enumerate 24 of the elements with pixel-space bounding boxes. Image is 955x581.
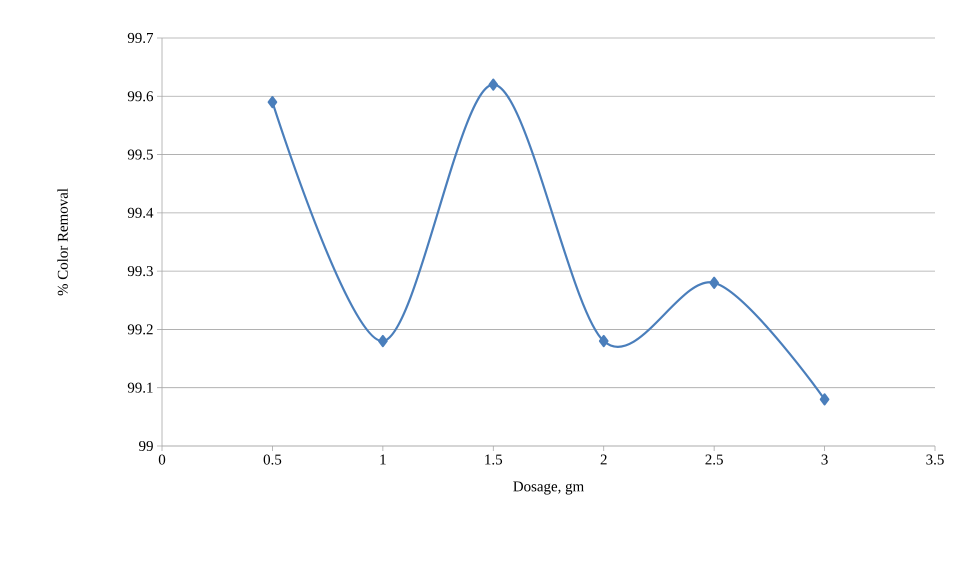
point bbox=[488, 78, 498, 91]
y-tick-label: 99.7 bbox=[128, 32, 154, 44]
x-tick-label: 1.5 bbox=[485, 454, 502, 465]
y-tick-label: 99.3 bbox=[128, 266, 153, 276]
x-tick-label: 2 bbox=[600, 454, 607, 464]
y-tick-label: 99 bbox=[139, 440, 153, 451]
x-tick-label: 3.5 bbox=[926, 454, 944, 465]
x-tick-label: 3 bbox=[822, 454, 828, 465]
x-axis-title: Dosage, gm bbox=[513, 482, 584, 495]
x-tick-label: 0.5 bbox=[264, 454, 282, 465]
y-tick-label: 99.5 bbox=[128, 150, 153, 160]
x-tick-label: 0 bbox=[158, 454, 166, 465]
x-tick-label: 1 bbox=[380, 454, 386, 464]
point bbox=[378, 334, 388, 348]
point bbox=[709, 276, 719, 289]
y-tick-label: 99.4 bbox=[128, 208, 154, 218]
y-axis-title: % Color Removal bbox=[57, 188, 68, 296]
point bbox=[268, 96, 278, 108]
point bbox=[820, 393, 830, 406]
y-tick-label: 99.1 bbox=[128, 382, 153, 393]
point bbox=[598, 334, 609, 348]
y-tick-label: 99.6 bbox=[128, 91, 154, 102]
x-tick-label: 2.5 bbox=[705, 454, 723, 465]
y-tick-label: 99.2 bbox=[128, 324, 153, 334]
